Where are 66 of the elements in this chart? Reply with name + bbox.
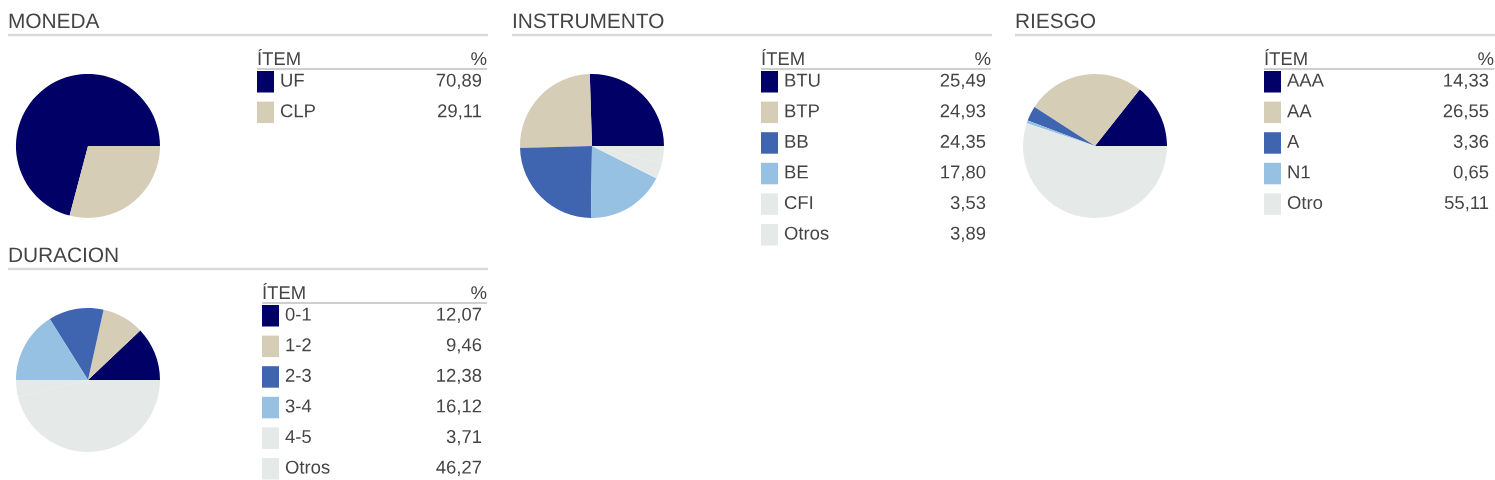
text: % xyxy=(1478,52,1494,66)
text: % xyxy=(471,286,487,300)
data-label: 9,46 xyxy=(446,338,482,354)
pie-slice xyxy=(520,146,592,218)
chart-title: DURACION xyxy=(9,247,118,263)
chart-title: RIESGO xyxy=(1016,13,1096,29)
legend-label: Otro xyxy=(1287,196,1323,210)
data-label: 55,11 xyxy=(1444,196,1489,212)
data-label: 16,12 xyxy=(437,399,482,415)
pie-slice xyxy=(49,308,104,380)
data-label: 3,89 xyxy=(950,226,986,242)
data-label: 0,65 xyxy=(1453,165,1489,181)
legend-label: BTP xyxy=(785,104,819,118)
text: % xyxy=(471,52,487,66)
pie-slice xyxy=(69,146,160,218)
legend-label: N1 xyxy=(1288,165,1310,179)
data-label: 3,71 xyxy=(446,430,482,446)
data-label: 24,35 xyxy=(940,134,986,151)
legend-label: BTU xyxy=(785,73,820,87)
data-label: 26,55 xyxy=(1443,104,1489,120)
pie-slice xyxy=(1034,74,1140,146)
pie-slice xyxy=(592,146,662,179)
pie-slice xyxy=(590,146,657,218)
legend-label: BE xyxy=(785,165,808,179)
legend-label: 1-2 xyxy=(286,338,311,352)
legend-label: 2-3 xyxy=(285,368,311,382)
legend-label: CFI xyxy=(784,196,813,210)
legend-label: AA xyxy=(1287,104,1312,118)
pie-slice xyxy=(17,380,160,452)
legend-label: UF xyxy=(281,73,304,87)
legend-label: Otros xyxy=(784,226,829,240)
data-label: 12,38 xyxy=(437,368,482,385)
pie-slice xyxy=(16,74,160,216)
legend-label: 0-1 xyxy=(285,307,311,321)
pie-slice xyxy=(16,318,88,381)
legend-title: ÍTEM xyxy=(762,48,804,65)
chart-title: INSTRUMENTO xyxy=(513,13,664,29)
data-label: 29,11 xyxy=(438,104,482,120)
legend-label: 3-4 xyxy=(285,399,312,413)
pie-slice xyxy=(589,74,664,146)
data-label: 3,36 xyxy=(1453,134,1489,151)
legend-label: Otros xyxy=(285,460,330,474)
data-label: 25,49 xyxy=(940,73,986,89)
legend-title: ÍTEM xyxy=(263,282,305,299)
legend-label: BB xyxy=(785,135,808,148)
data-label: 14,33 xyxy=(1444,73,1489,89)
data-label: 12,07 xyxy=(437,307,482,323)
legend-title: ÍTEM xyxy=(1265,48,1307,65)
legend-label: 4-5 xyxy=(285,430,311,444)
chart-title: MONEDA xyxy=(9,13,100,29)
data-label: 46,27 xyxy=(436,460,482,476)
legend-title: ÍTEM xyxy=(258,48,300,65)
pie-slice xyxy=(1023,123,1167,218)
data-label: 17,80 xyxy=(941,165,986,181)
text: % xyxy=(975,52,991,66)
data-label: 70,89 xyxy=(436,73,482,89)
pie-slice xyxy=(88,330,160,380)
data-label: 3,53 xyxy=(950,196,986,212)
data-label: 24,93 xyxy=(940,104,986,120)
pie-slice xyxy=(1027,106,1095,146)
pie-slice xyxy=(520,74,592,148)
pie-slice xyxy=(88,309,141,380)
legend-label: A xyxy=(1287,135,1300,148)
legend-label: CLP xyxy=(280,104,315,118)
pie-slice xyxy=(1095,89,1167,146)
legend-label: AAA xyxy=(1287,73,1324,87)
